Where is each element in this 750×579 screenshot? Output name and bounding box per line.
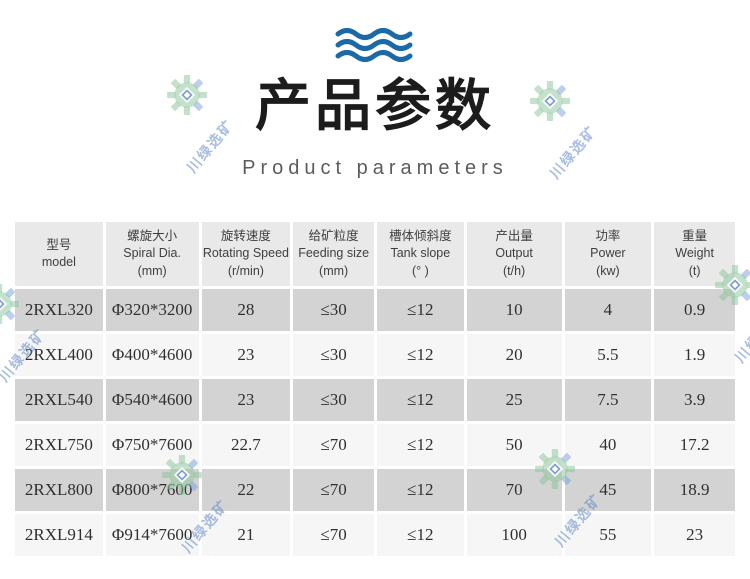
table-cell: ≤70 [293,424,374,466]
table-cell: 2RXL400 [15,334,103,376]
table-cell: 55 [564,514,652,556]
table-cell: 2RXL540 [15,379,103,421]
table-cell: 7.5 [564,379,652,421]
table-cell: 50 [466,424,562,466]
table-cell: 18.9 [654,469,735,511]
col-header-rotating-speed: 旋转速度 Rotating Speed (r/min) [201,222,291,286]
col-header-spiral-dia: 螺旋大小 Spiral Dia. (mm) [105,222,199,286]
table-cell: 20 [466,334,562,376]
table-cell: Φ750*7600 [105,424,199,466]
table-cell: 40 [564,424,652,466]
table-cell: 17.2 [654,424,735,466]
col-header-tank-slope: 槽体倾斜度 Tank slope (° ) [376,222,464,286]
table-cell: 3.9 [654,379,735,421]
table-cell: ≤12 [376,334,464,376]
table-cell: 2RXL750 [15,424,103,466]
table-cell: Φ320*3200 [105,289,199,331]
table-cell: 45 [564,469,652,511]
table-cell: 23 [201,379,291,421]
page-title: 产品参数 [255,74,495,137]
table-cell: ≤12 [376,289,464,331]
table-cell: 28 [201,289,291,331]
page-subtitle: Product parameters [242,157,508,179]
waves-icon [335,28,415,69]
table-cell: 23 [201,334,291,376]
col-header-weight: 重量 Weight (t) [654,222,735,286]
table-cell: ≤70 [293,514,374,556]
table-cell: 23 [654,514,735,556]
table-row: 2RXL320 Φ320*3200 28 ≤30 ≤12 10 4 0.9 [15,289,735,331]
table-cell: ≤12 [376,514,464,556]
table-cell: 1.9 [654,334,735,376]
table-cell: 10 [466,289,562,331]
table-cell: 0.9 [654,289,735,331]
table-cell: 4 [564,289,652,331]
table-cell: 70 [466,469,562,511]
table-cell: ≤12 [376,424,464,466]
table-cell: ≤30 [293,334,374,376]
table-cell: 21 [201,514,291,556]
table-cell: Φ800*7600 [105,469,199,511]
table-cell: Φ400*4600 [105,334,199,376]
table-header: 型号 model 螺旋大小 Spiral Dia. (mm) 旋转速度 Rotating… [15,222,735,286]
parameters-table: 型号 model 螺旋大小 Spiral Dia. (mm) 旋转速度 Rotating… [12,219,738,559]
table-row: 2RXL914 Φ914*7600 21 ≤70 ≤12 100 55 23 [15,514,735,556]
table-cell: 2RXL914 [15,514,103,556]
table-cell: Φ914*7600 [105,514,199,556]
table-body: 2RXL320 Φ320*3200 28 ≤30 ≤12 10 4 0.9 2RXL400 Φ40… [15,289,735,556]
table-row: 2RXL400 Φ400*4600 23 ≤30 ≤12 20 5.5 1.9 [15,334,735,376]
table-cell: ≤30 [293,289,374,331]
table-row: 2RXL800 Φ800*7600 22 ≤70 ≤12 70 45 18.9 [15,469,735,511]
table-cell: 2RXL800 [15,469,103,511]
table-cell: ≤30 [293,379,374,421]
col-header-model: 型号 model [15,222,103,286]
col-header-output: 产出量 Output (t/h) [466,222,562,286]
table-cell: Φ540*4600 [105,379,199,421]
table-cell: 5.5 [564,334,652,376]
table-cell: ≤12 [376,469,464,511]
table-cell: 100 [466,514,562,556]
table-cell: 22.7 [201,424,291,466]
table-row: 2RXL540 Φ540*4600 23 ≤30 ≤12 25 7.5 3.9 [15,379,735,421]
table-cell: 2RXL320 [15,289,103,331]
table-cell: ≤12 [376,379,464,421]
table-cell: 25 [466,379,562,421]
table-cell: ≤70 [293,469,374,511]
table-row: 2RXL750 Φ750*7600 22.7 ≤70 ≤12 50 40 17.2 [15,424,735,466]
table-cell: 22 [201,469,291,511]
col-header-power: 功率 Power (kw) [564,222,652,286]
col-header-feeding-size: 给矿粒度 Feeding size (mm) [293,222,374,286]
